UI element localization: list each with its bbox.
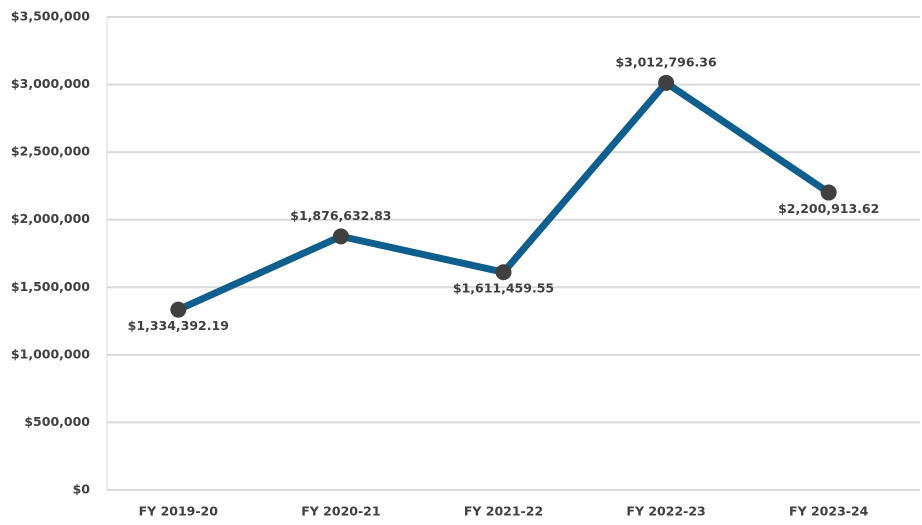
marker: [658, 74, 675, 91]
x-tick-label: FY 2020-21: [301, 504, 380, 519]
data-label: $2,200,913.62: [778, 201, 879, 216]
data-label: $1,611,459.55: [453, 281, 554, 296]
y-tick-label: $3,000,000: [11, 76, 90, 91]
y-tick-label: $0: [73, 482, 91, 497]
data-label: $1,876,632.83: [290, 208, 391, 223]
y-tick-label: $2,500,000: [11, 144, 90, 159]
marker: [332, 228, 349, 245]
y-tick-label: $1,000,000: [11, 346, 90, 361]
marker: [820, 184, 837, 201]
data-label: $1,334,392.19: [128, 318, 229, 333]
x-tick-label: FY 2023-24: [789, 504, 869, 519]
y-tick-label: $1,500,000: [11, 279, 90, 294]
marker: [495, 264, 512, 281]
y-tick-label: $500,000: [24, 414, 90, 429]
marker: [170, 301, 187, 318]
y-tick-label: $2,000,000: [11, 211, 90, 226]
x-tick-label: FY 2019-20: [139, 504, 219, 519]
x-tick-label: FY 2022-23: [626, 504, 705, 519]
data-label: $3,012,796.36: [615, 54, 717, 69]
x-tick-label: FY 2021-22: [464, 504, 543, 519]
y-tick-label: $3,500,000: [11, 9, 90, 24]
